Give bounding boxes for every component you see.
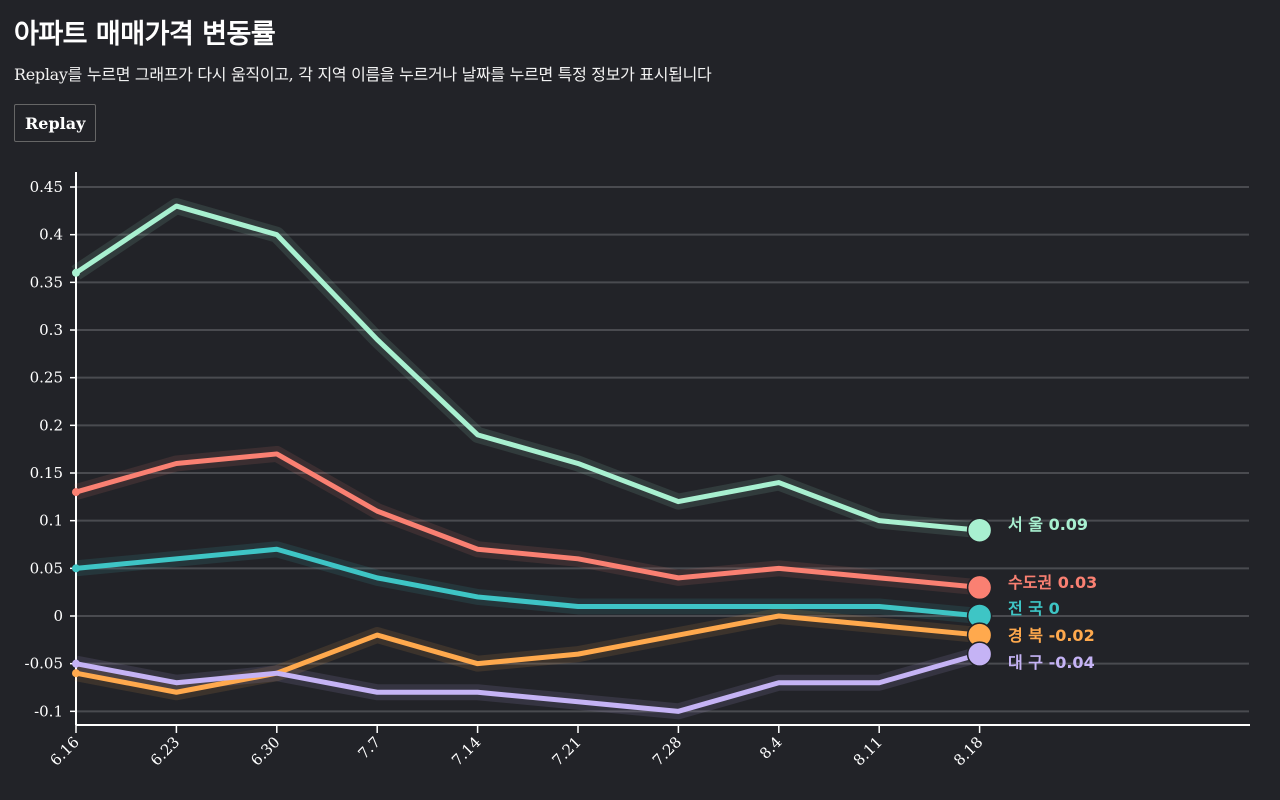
x-tick-label-date[interactable]: 8.18: [950, 733, 986, 769]
y-tick-label: 0.35: [30, 273, 63, 291]
series-end-marker[interactable]: [966, 517, 993, 543]
series-line: [74, 203, 980, 533]
series-start-point: [72, 659, 80, 668]
series-line: [75, 451, 980, 590]
series-line: [75, 613, 980, 695]
y-tick-label: -0.1: [34, 702, 63, 720]
series-end-label[interactable]: 전 국 0: [1008, 599, 1060, 618]
x-tick-label-date[interactable]: 7.28: [649, 733, 685, 769]
series-start-point: [72, 488, 80, 497]
series-line: [75, 651, 981, 714]
series-start-point: [72, 669, 80, 678]
y-tick-label: 0.2: [39, 416, 63, 434]
series-line: [75, 546, 980, 619]
page-title: 아파트 매매가격 변동률: [14, 19, 276, 50]
x-tick-label-date[interactable]: 6.30: [247, 733, 283, 769]
series-end-marker[interactable]: [966, 641, 993, 667]
y-tick-label: 0.4: [39, 226, 63, 244]
y-tick-label: -0.05: [25, 655, 63, 673]
y-tick-label: 0.05: [30, 559, 63, 577]
instructions-text: Replay를 누르면 그래프가 다시 움직이고, 각 지역 이름을 누르거나 …: [14, 65, 712, 84]
y-axis: -0.1 -0.05 0 0.05 0.1 0.15 0.2 0.25 0.3 0.35 0.4 0.…: [25, 172, 77, 725]
x-tick-label-date[interactable]: 8.11: [850, 733, 886, 769]
x-tick-label-date[interactable]: 7.14: [448, 733, 484, 769]
y-tick-label: 0.15: [30, 464, 63, 482]
x-tick-label-date[interactable]: 7.7: [354, 733, 384, 763]
series-start-point: [72, 268, 80, 277]
end-markers: 서 울 0.09 수도권 0.03 전 국 0 경 북 -0.02 대 구 -0.04: [966, 515, 1097, 672]
series-halo: [71, 198, 981, 539]
series-lines: [72, 203, 981, 714]
x-tick-label-date[interactable]: 8.4: [756, 733, 786, 763]
series-end-marker[interactable]: [966, 574, 993, 601]
x-tick-label-date[interactable]: 7.21: [548, 733, 584, 769]
series-start-point: [72, 564, 80, 573]
y-tick-label: 0.1: [39, 512, 63, 530]
series-end-label[interactable]: 대 구 -0.04: [1008, 653, 1095, 672]
y-tick-label: 0.3: [39, 321, 63, 339]
y-tick-label: 0.45: [30, 178, 63, 196]
y-tick-label: 0: [53, 607, 63, 625]
y-tick-label: 0.25: [30, 369, 63, 387]
series-end-label[interactable]: 서 울 0.09: [1008, 515, 1088, 534]
series-end-label[interactable]: 수도권 0.03: [1008, 573, 1097, 592]
x-tick-label-date[interactable]: 6.16: [46, 733, 82, 769]
replay-button[interactable]: Replay: [14, 104, 97, 142]
x-axis: 6.16 6.23 6.30 7.7 7.14 7.21 7.28 8.4 8.11 8.18: [46, 724, 1250, 769]
series-end-label[interactable]: 경 북 -0.02: [1008, 626, 1095, 645]
x-tick-label-date[interactable]: 6.23: [147, 733, 183, 769]
